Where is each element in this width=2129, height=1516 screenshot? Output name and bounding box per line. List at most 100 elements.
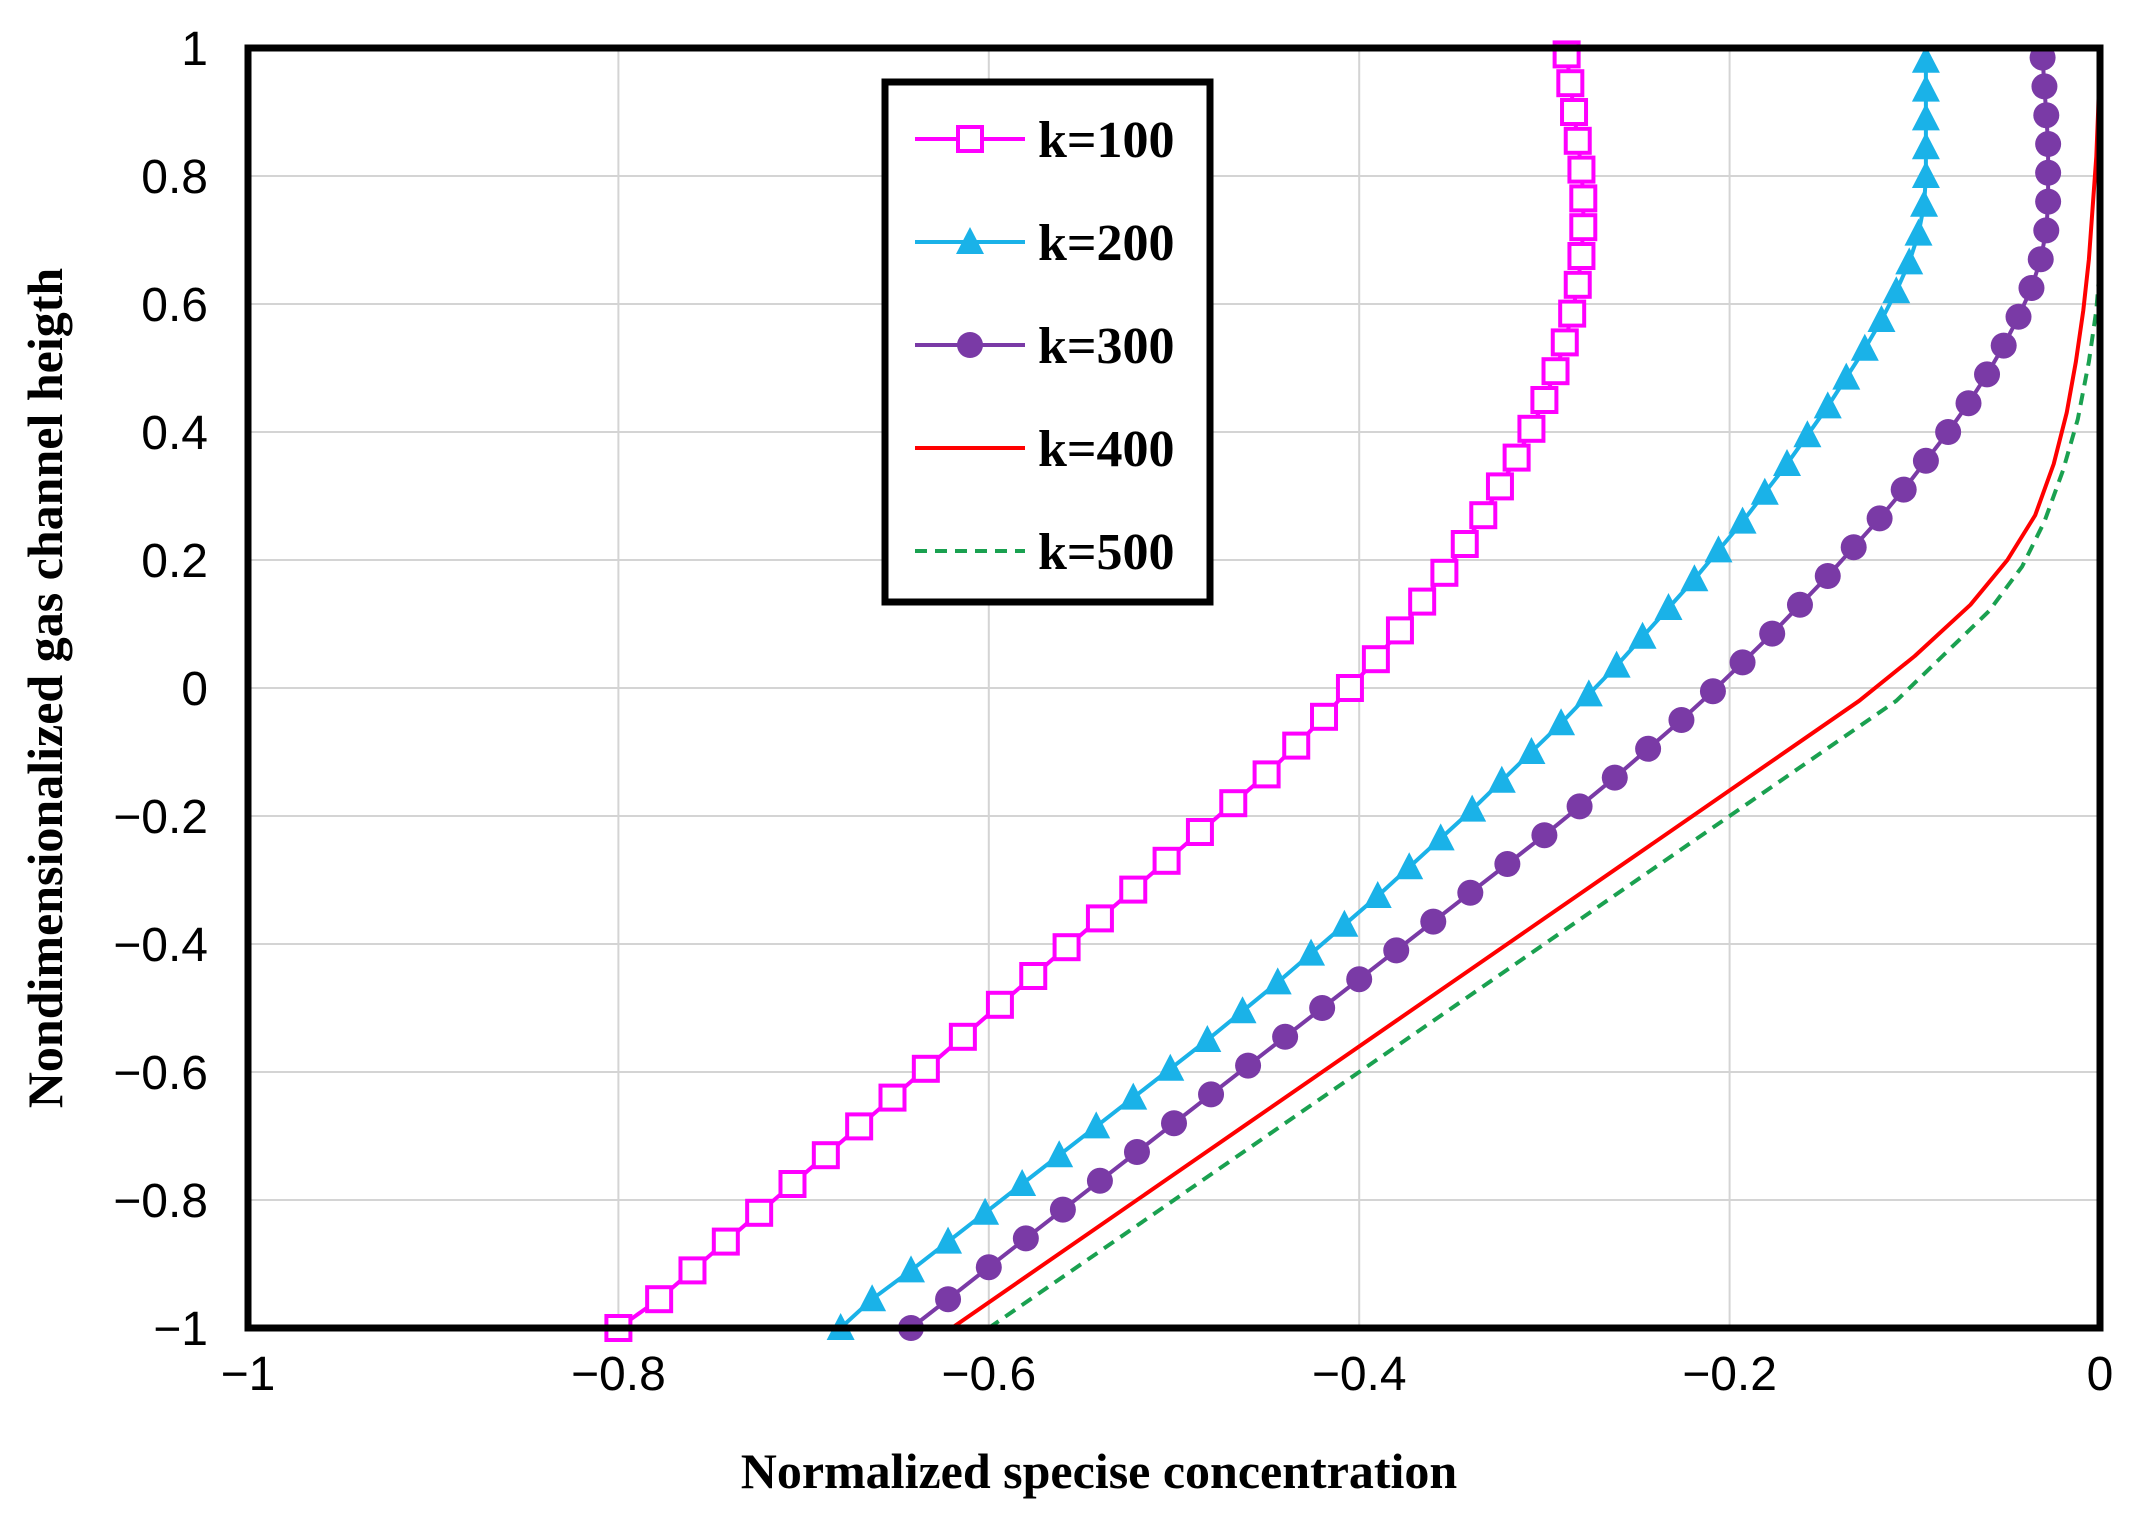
data-point	[1601, 764, 1628, 791]
data-point	[1458, 794, 1487, 822]
y-tick-label: 0.8	[141, 151, 208, 204]
legend-item: k=300	[915, 318, 1175, 375]
data-point	[1408, 587, 1437, 616]
data-point	[1567, 242, 1596, 270]
y-tick-label: −0.8	[113, 1175, 208, 1228]
data-point	[2005, 303, 2032, 330]
series-k=500	[987, 265, 2102, 1330]
x-tick-label: −0.2	[1682, 1348, 1777, 1401]
data-point	[1990, 332, 2017, 359]
y-tick-label: −0.4	[113, 919, 208, 972]
data-point	[2035, 131, 2062, 157]
data-point	[1890, 476, 1917, 503]
data-point	[1363, 881, 1392, 908]
data-point	[845, 1112, 874, 1141]
data-point	[948, 1022, 977, 1051]
series-k=300	[898, 44, 2062, 1341]
series-layer	[604, 40, 2102, 1342]
data-point	[1228, 996, 1257, 1024]
data-point	[1904, 218, 1933, 246]
series-k=400	[950, 47, 2102, 1330]
legend-label: k=100	[1038, 112, 1175, 169]
data-point	[1955, 390, 1982, 417]
data-point	[911, 1054, 940, 1083]
data-point	[2035, 188, 2062, 215]
data-point	[1728, 506, 1757, 534]
data-point	[975, 1254, 1002, 1281]
data-point	[1793, 420, 1822, 448]
x-axis-ticks: −1 −0.8 −0.6 −0.4 −0.2 0	[221, 1348, 2114, 1401]
data-point	[1704, 535, 1733, 563]
data-point	[1219, 789, 1248, 818]
y-tick-label: 0	[181, 663, 208, 716]
data-point	[1911, 74, 1940, 102]
data-point	[1560, 98, 1589, 126]
x-tick-label: −0.6	[941, 1348, 1036, 1401]
data-point	[1420, 908, 1447, 935]
data-point	[1541, 357, 1570, 386]
plot-area-frame	[244, 44, 2104, 1332]
data-point	[1198, 1081, 1225, 1108]
data-point	[1895, 247, 1924, 275]
data-point	[1974, 361, 2001, 388]
data-point	[1911, 132, 1940, 160]
y-tick-label: 0.6	[141, 279, 208, 332]
data-point	[1263, 967, 1292, 995]
series-line	[987, 265, 2102, 1330]
data-point	[678, 1256, 707, 1285]
x-tick-label: 0	[2087, 1348, 2114, 1401]
y-axis-ticks: 1 0.8 0.6 0.4 0.2 0 −0.2 −0.4 −0.6 −0.8 −1	[113, 23, 208, 1356]
data-point	[971, 1197, 1000, 1225]
legend-marker	[956, 227, 984, 254]
data-point	[1574, 679, 1603, 707]
data-point	[711, 1227, 740, 1256]
data-point	[1759, 620, 1786, 647]
data-point	[1558, 299, 1587, 328]
data-point	[2033, 102, 2060, 129]
data-point	[897, 1255, 926, 1283]
y-tick-label: 0.4	[141, 407, 208, 460]
data-point	[1882, 276, 1911, 304]
data-point	[1309, 995, 1336, 1021]
data-point	[1910, 189, 1939, 217]
legend-item: k=100	[915, 112, 1175, 169]
data-point	[1773, 449, 1802, 476]
legend-marker	[957, 332, 983, 358]
data-point	[1385, 616, 1414, 645]
data-point	[1395, 852, 1424, 880]
data-point	[1680, 564, 1709, 592]
data-point	[1569, 184, 1598, 213]
data-point	[1531, 822, 1558, 849]
series-k=100	[604, 40, 1598, 1342]
data-point	[1119, 875, 1148, 904]
data-point	[1654, 593, 1683, 620]
x-tick-label: −1	[221, 1348, 276, 1401]
legend-marker	[956, 125, 984, 153]
data-point	[1346, 966, 1373, 993]
data-point	[1850, 333, 1879, 361]
data-point	[1161, 1110, 1187, 1137]
data-point	[2035, 159, 2062, 186]
data-point	[1832, 362, 1861, 390]
legend-item: k=200	[915, 215, 1175, 272]
data-point	[1430, 558, 1459, 587]
data-point	[1911, 161, 1940, 188]
data-point	[1911, 103, 1940, 131]
legend-label: k=200	[1038, 215, 1175, 272]
data-point	[2033, 217, 2060, 244]
data-point	[1193, 1025, 1222, 1052]
data-point	[1052, 933, 1081, 962]
data-point	[1469, 501, 1498, 530]
data-point	[1569, 213, 1598, 242]
data-point	[1012, 1225, 1039, 1252]
data-point	[1699, 678, 1726, 705]
data-point	[745, 1198, 774, 1227]
data-point	[1866, 505, 1893, 532]
data-point	[1517, 414, 1546, 443]
data-point	[1814, 563, 1841, 589]
data-point	[811, 1141, 840, 1170]
data-point	[1019, 962, 1048, 990]
data-point	[1556, 69, 1585, 98]
legend-item: k=400	[915, 421, 1175, 478]
x-tick-label: −0.8	[571, 1348, 666, 1401]
